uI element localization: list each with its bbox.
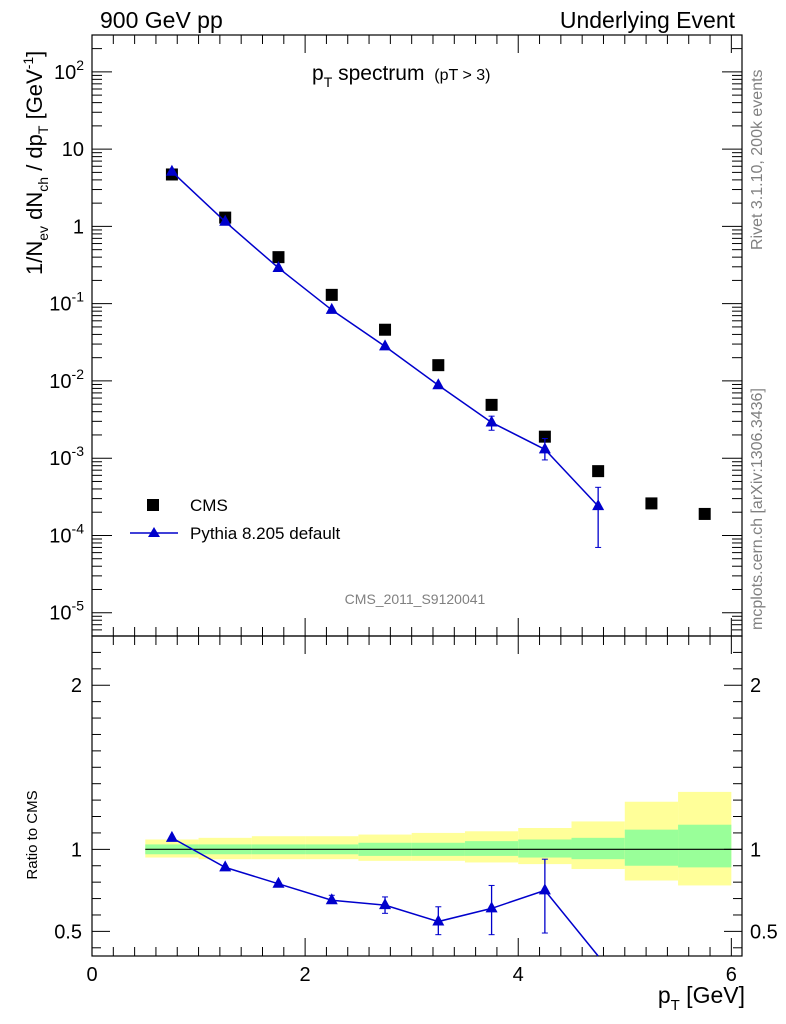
- main-ytick-label: 10-1: [49, 289, 84, 316]
- cms-point: [379, 323, 392, 336]
- header-right: Underlying Event: [560, 7, 736, 33]
- cms-point: [645, 497, 658, 510]
- ratio-pythia-point: [325, 893, 338, 905]
- ratio-band-inner: [518, 839, 572, 858]
- ratio-ytick-label-left: 0.5: [54, 921, 82, 943]
- ratio-band-inner: [678, 824, 732, 868]
- cms-point: [592, 465, 605, 478]
- main-ytick-label: 102: [54, 57, 84, 84]
- main-title-cut: (pT > 3): [434, 67, 490, 84]
- cms-point: [485, 398, 498, 411]
- ratio-ytick-label-right: 1: [750, 839, 761, 861]
- ratio-ytick-label-right: 2: [750, 675, 761, 697]
- ratio-frame: [91, 635, 743, 957]
- ratio-pythia-point: [432, 914, 445, 926]
- main-ytick-label: 10-4: [49, 520, 84, 547]
- cms-point: [325, 288, 338, 301]
- main-ylabel: 1/Nev dNch / dpT [GeV-1]: [20, 51, 51, 275]
- ratio-pythia-point: [219, 860, 232, 872]
- pythia-point: [325, 302, 338, 314]
- main-title-rest: spectrum: [332, 62, 424, 85]
- pythia-point: [592, 499, 605, 511]
- main-ytick-label: 1: [73, 216, 84, 238]
- cms-point: [272, 251, 285, 264]
- ratio-xtick-label: 6: [726, 964, 737, 986]
- legend-pythia-marker: [148, 527, 160, 537]
- main-title-sub: T: [324, 74, 333, 90]
- ratio-xtick-label: 2: [300, 964, 311, 986]
- legend-cms-label: CMS: [190, 496, 228, 515]
- ratio-ytick-label-left: 2: [71, 675, 82, 697]
- rivet-label: Rivet 3.1.10, 200k events: [749, 69, 766, 250]
- ratio-pythia-point: [485, 901, 498, 913]
- pythia-point: [272, 260, 285, 272]
- pythia-point: [432, 378, 445, 390]
- pythia-line: [171, 171, 599, 507]
- main-frame: [91, 34, 743, 637]
- main-ytick-label: 10: [62, 139, 84, 161]
- ratio-band-inner: [624, 829, 679, 866]
- main-ytick-label: 10-2: [49, 366, 84, 393]
- pythia-point: [538, 442, 551, 454]
- xlabel: pT [GeV]: [658, 982, 745, 1014]
- ratio-ylabel: Ratio to CMS: [24, 790, 41, 879]
- pythia-point: [219, 214, 232, 226]
- ratio-pythia-point: [165, 830, 178, 842]
- ratio-pythia-point: [379, 898, 392, 910]
- ratio-band-inner: [571, 837, 625, 860]
- header-left: 900 GeV pp: [100, 7, 223, 33]
- ratio-pythia-point: [272, 876, 285, 888]
- ratio-ytick-label-left: 1: [71, 839, 82, 861]
- pythia-point: [379, 339, 392, 351]
- main-title: pT spectrum (pT > 3): [312, 62, 490, 90]
- pythia-point: [165, 164, 178, 176]
- main-ytick-label: 10-3: [49, 443, 84, 470]
- main-panel: 10-5 10-4 10-3 10-2 10-1 1 10 102: [49, 34, 743, 637]
- ratio-pythia-point: [538, 883, 551, 895]
- ratio-xtick-label: 0: [86, 964, 97, 986]
- pythia-point: [485, 415, 498, 427]
- analysis-watermark: CMS_2011_S9120041: [345, 591, 486, 607]
- main-title-p: p: [312, 62, 324, 85]
- ratio-panel: 0 2 4 6 0.5 0.5 1 1 2 2: [54, 635, 778, 986]
- mcplots-label: mcplots.cern.ch [arXiv:1306.3436]: [749, 388, 766, 630]
- ratio-xtick-label: 4: [513, 964, 524, 986]
- legend-pythia-label: Pythia 8.205 default: [190, 524, 341, 543]
- cms-point: [538, 430, 551, 443]
- legend-cms-marker: [147, 499, 159, 511]
- ratio-ytick-label-right: 0.5: [750, 921, 778, 943]
- cms-point: [432, 359, 445, 372]
- cms-point: [698, 507, 711, 520]
- ratio-band-inner: [464, 841, 519, 856]
- main-ytick-label: 10-5: [49, 598, 84, 625]
